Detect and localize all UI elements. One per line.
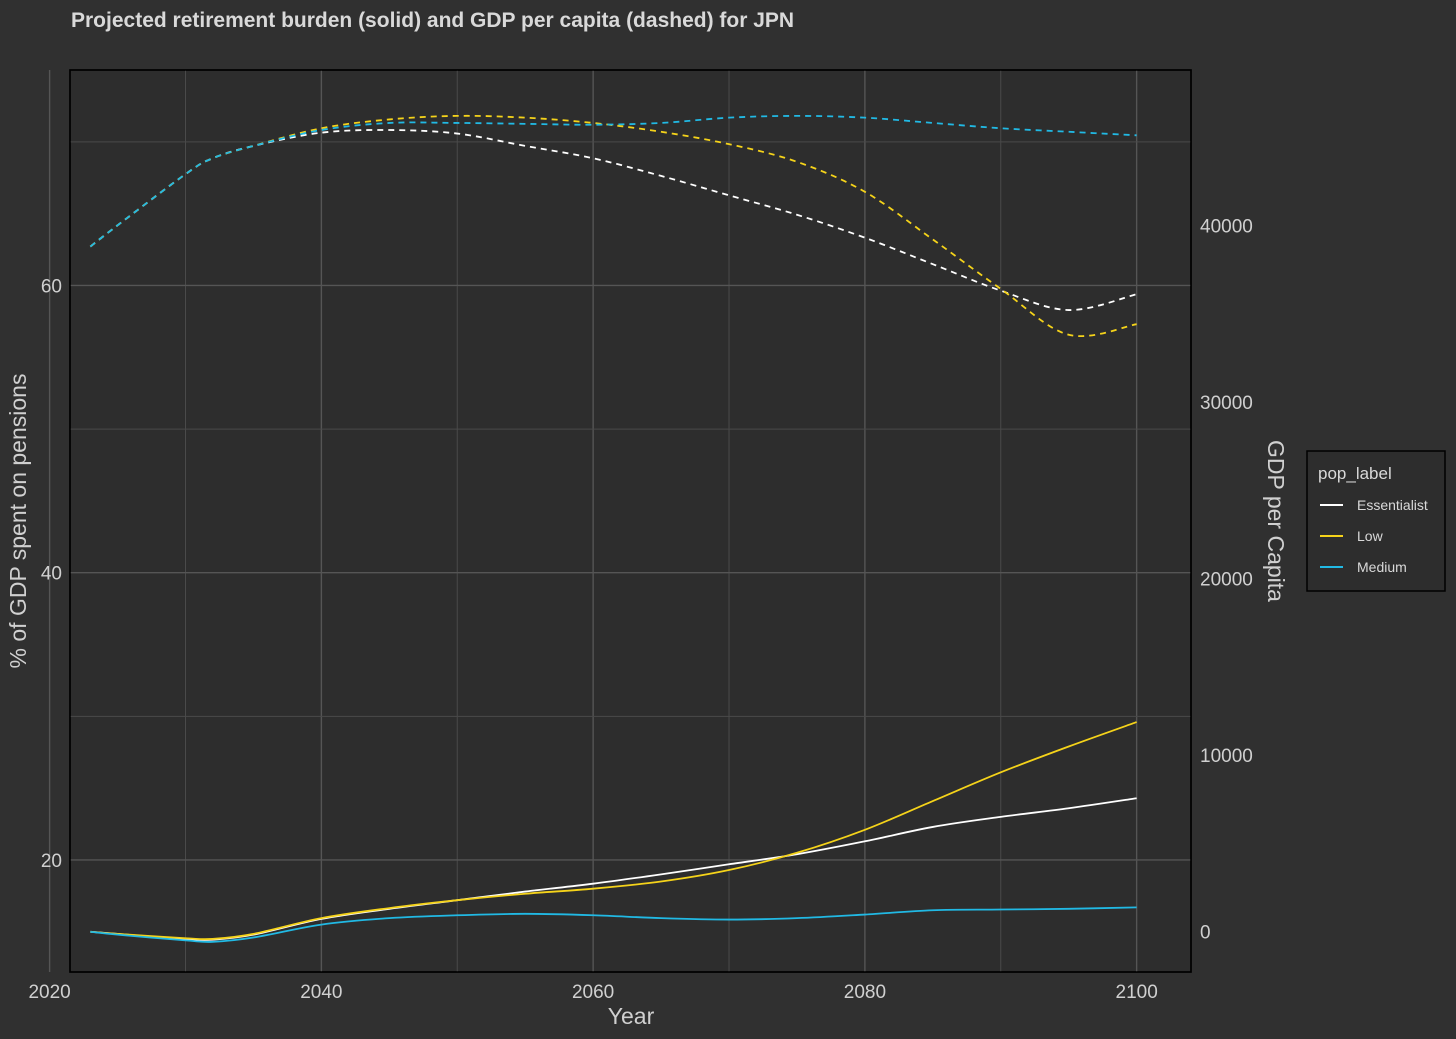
gdp-line-medium — [89, 114, 1137, 248]
y-tick-label: 40 — [41, 564, 62, 585]
pension-line-low — [90, 721, 1137, 941]
grid-lines — [48, 70, 1191, 972]
y2-tick-label: 40000 — [1200, 216, 1253, 237]
x-tick-label: 2020 — [28, 982, 70, 1003]
gdp-line-low — [89, 114, 1137, 337]
series-lines — [89, 114, 1137, 943]
plot-border — [69, 69, 1192, 973]
y-axis-ticks: 20 40 60 — [41, 276, 62, 872]
chart-title: Projected retirement burden (solid) and … — [71, 9, 794, 32]
legend-label-essentialist: Essentialist — [1357, 497, 1428, 513]
x-tick-label: 2100 — [1116, 982, 1158, 1003]
x-axis-title: Year — [608, 1003, 655, 1029]
legend-label-medium: Medium — [1357, 559, 1407, 575]
x-tick-label: 2060 — [572, 982, 614, 1003]
y2-tick-label: 20000 — [1200, 569, 1253, 590]
pension-line-medium — [90, 906, 1137, 943]
y2-tick-label: 30000 — [1200, 393, 1253, 414]
y2-tick-label: 0 — [1200, 922, 1211, 943]
x-tick-label: 2040 — [300, 982, 342, 1003]
gdp-line-essentialist — [89, 129, 1137, 311]
x-axis-ticks: 2020 2040 2060 2080 2100 — [28, 982, 1157, 1003]
legend: pop_label Essentialist Low Medium — [1306, 450, 1446, 592]
y-tick-label: 60 — [41, 276, 62, 297]
y2-axis-title: GDP per Capita — [1263, 440, 1289, 602]
y2-tick-label: 10000 — [1200, 746, 1253, 767]
y-tick-label: 20 — [41, 851, 62, 872]
plot-panel — [69, 69, 1192, 973]
legend-label-low: Low — [1357, 528, 1384, 544]
legend-items: Essentialist Low Medium — [1320, 497, 1428, 575]
y2-axis-ticks: 0 10000 20000 30000 40000 — [1200, 216, 1253, 943]
legend-title: pop_label — [1318, 464, 1392, 483]
x-tick-label: 2080 — [844, 982, 886, 1003]
y-axis-title: % of GDP spent on pensions — [5, 374, 31, 669]
